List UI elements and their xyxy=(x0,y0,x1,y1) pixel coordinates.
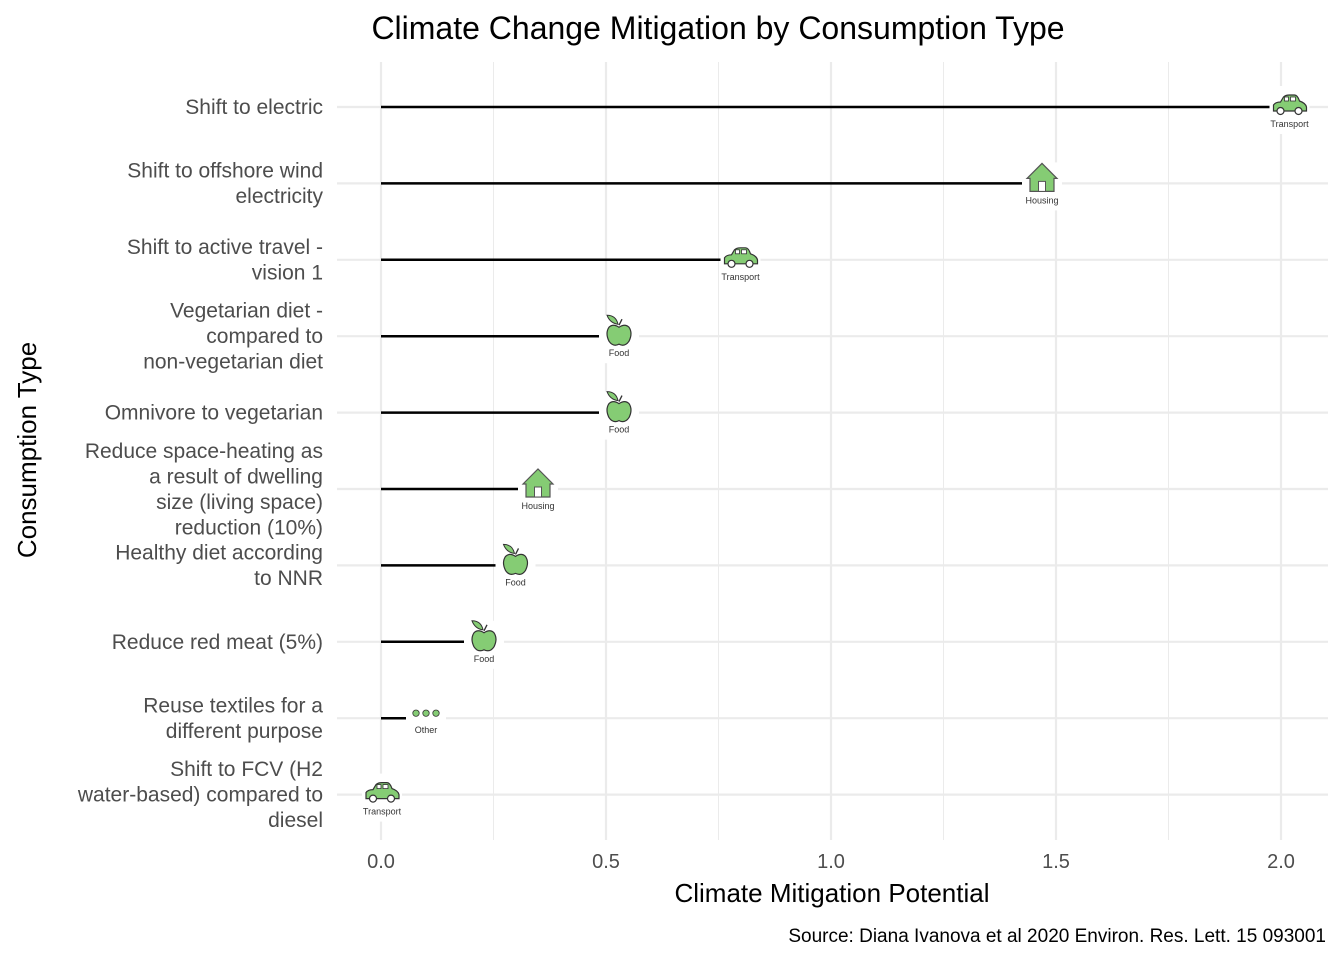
icon-category-label: Transport xyxy=(363,807,402,817)
icon-category-label: Food xyxy=(609,348,630,358)
house-icon xyxy=(521,468,555,498)
y-tick-label: Omnivore to vegetarian xyxy=(105,402,323,425)
icon-category-label: Housing xyxy=(1025,195,1058,205)
apple-icon xyxy=(606,314,632,346)
y-tick-label: Vegetarian diet -compared to non-vegetari… xyxy=(143,300,323,374)
apple-icon xyxy=(606,391,632,423)
x-tick-label: 1.5 xyxy=(1042,851,1070,873)
icon-category-label: Food xyxy=(505,577,526,587)
y-axis-title: Consumption Type xyxy=(12,342,42,558)
icon-category-label: Transport xyxy=(1270,119,1309,129)
lollipop: Transport xyxy=(362,773,402,822)
y-tick-label: Shift to active travel -vision 1 xyxy=(127,236,323,284)
icon-category-label: Other xyxy=(415,725,438,735)
chart-title: Climate Change Mitigation by Consumption… xyxy=(371,10,1064,46)
icon-category-label: Food xyxy=(474,654,495,664)
x-tick-label: 0.0 xyxy=(367,851,395,873)
y-tick-label: Healthy diet according to NNR xyxy=(115,542,323,591)
x-tick-label: 2.0 xyxy=(1267,851,1295,873)
icon-background xyxy=(406,697,446,746)
dots-icon xyxy=(412,709,440,717)
x-tick-label: 0.5 xyxy=(592,851,620,873)
x-tick-label: 1.0 xyxy=(817,851,845,873)
y-tick-label: Reuse textiles for a different purpose xyxy=(143,694,323,743)
car-icon xyxy=(723,247,759,268)
lollipop: Transport xyxy=(381,238,761,287)
lollipop: Other xyxy=(381,697,446,746)
lollipop: Food xyxy=(381,391,639,440)
lollipop: Transport xyxy=(381,86,1310,134)
house-icon xyxy=(1025,162,1059,192)
grid xyxy=(337,62,1328,840)
apple-icon xyxy=(471,620,497,652)
lollipop: Housing xyxy=(381,468,558,516)
lollipop: Food xyxy=(381,314,639,364)
x-axis-title: Climate Mitigation Potential xyxy=(674,878,989,908)
x-tick-labels: 0.0 0.5 1.0 1.5 2.0 xyxy=(367,851,1295,873)
car-icon xyxy=(1272,94,1308,116)
lollipop: Food xyxy=(381,620,504,669)
apple-icon xyxy=(502,543,529,575)
y-tick-label: Shift to FCV (H2 water-based) compared to… xyxy=(77,758,323,832)
y-tick-label: Shift to electric xyxy=(185,96,323,119)
y-tick-label: Reduce red meat (5%) xyxy=(112,631,323,654)
lollipop: Food xyxy=(381,543,536,593)
icon-category-label: Housing xyxy=(521,501,554,511)
y-tick-label: Shift to offshore wind electricity xyxy=(127,160,323,209)
y-tick-labels: Shift to electric Shift to offshore wind e… xyxy=(77,96,324,832)
y-tick-label: Reduce space-heating as a result of dwell… xyxy=(85,440,323,540)
car-icon xyxy=(365,782,400,803)
icon-category-label: Food xyxy=(609,425,630,435)
caption: Source: Diana Ivanova et al 2020 Environ… xyxy=(788,926,1326,947)
icon-category-label: Transport xyxy=(721,272,760,282)
lollipop: Housing xyxy=(381,162,1062,211)
lollipops: Transport Housing Transport Food Food Housing… xyxy=(362,86,1310,822)
